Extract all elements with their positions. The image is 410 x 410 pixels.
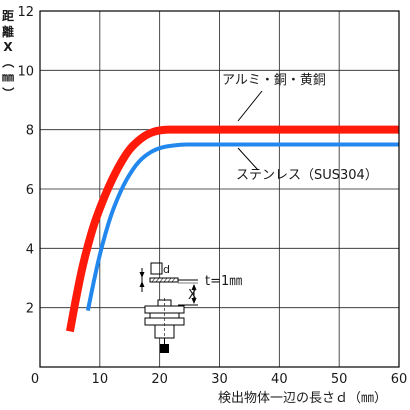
y-axis-label: 距離X （ ㎜ ） bbox=[1, 9, 16, 99]
proximity-sensor-icon bbox=[144, 298, 185, 353]
x-tick-label: 40 bbox=[271, 372, 288, 387]
series-lines bbox=[65, 125, 399, 333]
blue-series-label: ステンレス（SUS304） bbox=[236, 168, 378, 183]
x-tick-label: 0 bbox=[31, 372, 39, 387]
y-axis-label-char: X bbox=[3, 40, 13, 54]
y-axis-label-char: 距 bbox=[2, 9, 14, 23]
x-tick-label: 30 bbox=[211, 372, 228, 387]
y-tick-label: 10 bbox=[17, 64, 34, 79]
plot-frame bbox=[39, 10, 400, 368]
blue-series-annotation: ステンレス（SUS304） bbox=[236, 147, 378, 183]
y-axis-label-char: （ bbox=[1, 56, 16, 68]
y-tick-label: 12 bbox=[17, 5, 34, 20]
target-square-icon bbox=[150, 262, 163, 275]
blue-leader-line bbox=[237, 147, 259, 171]
x-tick-label: 60 bbox=[391, 372, 408, 387]
series-line-aluminum-copper-brass bbox=[65, 125, 399, 333]
x-tick-label: 10 bbox=[92, 372, 109, 387]
y-axis-label-char: ㎜ bbox=[2, 70, 14, 84]
d-label: d bbox=[163, 263, 170, 276]
x-dimension-label: X bbox=[188, 288, 197, 303]
red-leader-line bbox=[237, 90, 263, 122]
y-tick-label: 6 bbox=[26, 183, 34, 198]
y-axis-label-char: ） bbox=[1, 87, 16, 99]
red-series-annotation: アルミ・銅・黄銅 bbox=[222, 73, 326, 122]
x-axis-label: 検出物体一辺の長さｄ（㎜） bbox=[218, 391, 387, 406]
y-ticks: 2 4 6 8 10 12 bbox=[17, 5, 34, 317]
t-label: t=1㎜ bbox=[205, 274, 242, 289]
y-axis-label-char: 離 bbox=[2, 24, 14, 39]
y-tick-label: 8 bbox=[26, 124, 34, 139]
grid bbox=[40, 11, 399, 367]
y-tick-label: 2 bbox=[26, 302, 34, 317]
sensor-diagram: d t=1㎜ X bbox=[139, 262, 242, 353]
t-arrow-top bbox=[139, 272, 145, 278]
x-tick-label: 20 bbox=[151, 372, 168, 387]
y-tick-label: 4 bbox=[26, 242, 34, 257]
x-tick-label: 50 bbox=[331, 372, 348, 387]
red-series-label: アルミ・銅・黄銅 bbox=[222, 73, 326, 88]
x-ticks: 0 10 20 30 40 50 60 bbox=[31, 372, 407, 387]
t-arrow-bottom bbox=[139, 281, 145, 287]
series-line-stainless bbox=[85, 142, 399, 312]
